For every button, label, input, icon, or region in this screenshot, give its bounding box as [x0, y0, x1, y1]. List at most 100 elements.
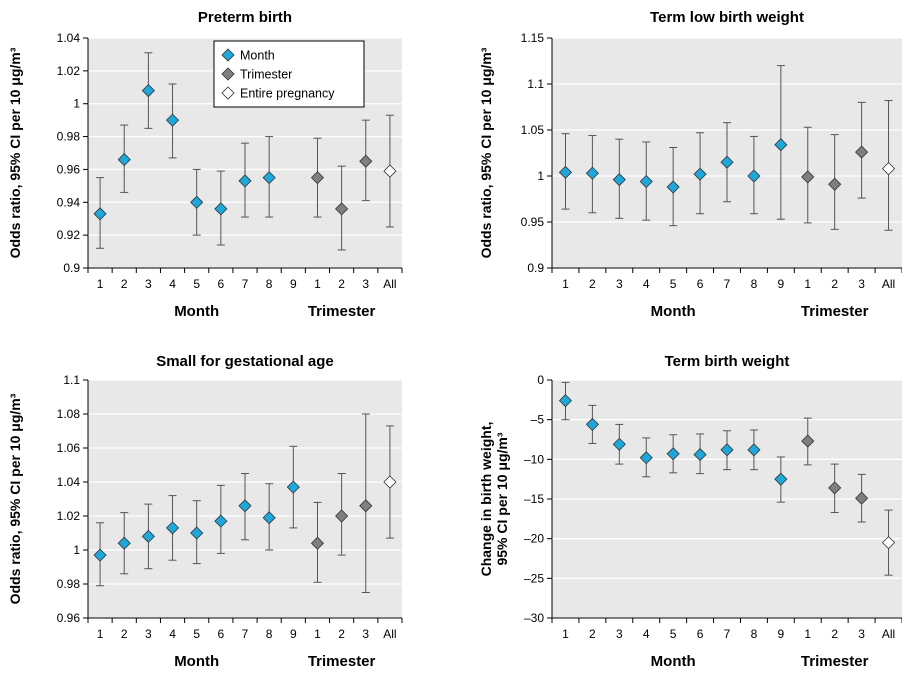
data-point-month — [747, 169, 761, 183]
data-point-month — [214, 202, 228, 216]
x-group-label-trimester: Trimester — [801, 303, 869, 320]
y-tick-label: 1.1 — [63, 373, 80, 387]
x-tick-label: 2 — [338, 277, 345, 291]
x-tick-label: 7 — [242, 627, 249, 641]
x-tick-label: 3 — [145, 277, 152, 291]
y-tick-label: 1.04 — [57, 475, 81, 489]
x-tick-label: 4 — [643, 627, 650, 641]
y-axis-label: Odds ratio, 95% CI per 10 μg/m³ — [478, 47, 494, 258]
data-point-month — [214, 514, 228, 528]
data-point-month — [666, 180, 680, 194]
legend-box — [213, 40, 365, 108]
chart-title: Term low birth weight — [650, 9, 804, 26]
x-tick-label: 2 — [831, 627, 838, 641]
data-point-trimester — [855, 491, 869, 505]
data-point-month — [612, 173, 626, 187]
x-tick-label: 9 — [290, 627, 297, 641]
data-point-trimester — [828, 177, 842, 191]
y-tick-label: –15 — [524, 492, 544, 506]
x-tick-label: 2 — [121, 277, 128, 291]
y-tick-label: 1 — [537, 169, 544, 183]
data-point-trimester — [310, 536, 325, 550]
data-point-month — [720, 443, 734, 457]
legend-marker-entire-pregnancy — [221, 86, 235, 100]
y-tick-label: 0.9 — [527, 261, 544, 275]
x-group-label-month: Month — [174, 653, 219, 670]
chart-title: Preterm birth — [198, 9, 292, 26]
x-tick-label: 2 — [338, 627, 345, 641]
data-point-month — [585, 417, 599, 431]
x-group-label-month: Month — [651, 303, 696, 320]
x-tick-label: 3 — [616, 627, 623, 641]
data-point-trimester — [359, 154, 373, 168]
data-point-month — [639, 451, 653, 465]
x-tick-label: 7 — [724, 277, 731, 291]
y-tick-label: 1.1 — [527, 77, 544, 91]
x-tick-label: 2 — [831, 277, 838, 291]
data-point-entire-pregnancy — [383, 164, 397, 178]
data-point-month — [165, 113, 180, 127]
x-tick-label: 6 — [697, 277, 704, 291]
data-point-month — [585, 166, 599, 180]
y-tick-label: 1 — [73, 97, 80, 111]
chart-panel-term-birth-weight: –30 –25 –20 –15 –10 –5 0 1 2 3 4 5 6 7 8 9 1 2 3 All Month Tr… — [478, 353, 902, 670]
x-tick-label: 6 — [218, 277, 225, 291]
y-tick-label: 0.96 — [57, 611, 81, 625]
data-point-entire-pregnancy — [881, 162, 896, 176]
x-tick-label: 5 — [670, 627, 677, 641]
y-tick-label: –25 — [524, 571, 544, 585]
data-point-entire-pregnancy — [383, 475, 397, 489]
x-tick-label: 6 — [697, 627, 704, 641]
y-axis-label: Change in birth weight, — [478, 422, 494, 577]
x-tick-label: 6 — [218, 627, 225, 641]
x-tick-label: 1 — [314, 627, 321, 641]
data-point-month — [141, 84, 155, 98]
data-point-trimester — [828, 481, 842, 495]
chart-title: Term birth weight — [665, 353, 790, 370]
y-axis-label: 95% CI per 10 μg/m³ — [494, 432, 510, 565]
x-tick-label: All — [882, 277, 895, 291]
data-point-month — [612, 437, 626, 451]
x-tick-label: 3 — [858, 277, 865, 291]
data-point-month — [774, 138, 788, 152]
x-tick-label: 4 — [169, 627, 176, 641]
y-tick-label: –5 — [531, 413, 545, 427]
x-tick-label: 1 — [804, 277, 811, 291]
data-point-month — [93, 548, 107, 562]
legend-marker-month — [221, 48, 235, 62]
data-point-trimester — [801, 170, 815, 184]
data-point-month — [93, 207, 107, 221]
data-point-month — [262, 171, 276, 185]
data-point-month — [165, 521, 180, 535]
x-tick-label: 3 — [362, 277, 369, 291]
x-tick-label: All — [383, 627, 396, 641]
x-tick-label: 5 — [193, 277, 200, 291]
data-point-month — [666, 447, 680, 461]
x-tick-label: 4 — [643, 277, 650, 291]
data-point-trimester — [855, 145, 869, 159]
data-point-month — [117, 536, 131, 550]
x-tick-label: 9 — [778, 627, 785, 641]
data-point-month — [286, 480, 300, 494]
data-point-month — [117, 153, 131, 167]
data-point-month — [238, 499, 252, 513]
y-tick-label: 0.9 — [63, 261, 80, 275]
x-tick-label: 2 — [121, 627, 128, 641]
x-group-label-trimester: Trimester — [308, 303, 376, 320]
x-tick-label: 8 — [751, 627, 758, 641]
x-tick-label: 2 — [589, 277, 596, 291]
x-tick-label: 8 — [266, 627, 273, 641]
y-tick-label: 0.94 — [57, 195, 81, 209]
data-point-month — [190, 526, 204, 540]
y-tick-label: 0.95 — [521, 215, 545, 229]
x-tick-label: 3 — [858, 627, 865, 641]
data-point-month — [747, 443, 761, 457]
x-tick-label: 4 — [169, 277, 176, 291]
y-tick-label: –20 — [524, 532, 544, 546]
x-tick-label: 3 — [616, 277, 623, 291]
y-tick-label: 1.02 — [57, 509, 81, 523]
chart-panel-term-low-birth-weight: 0.9 0.95 1 1.05 1.1 1.15 1 2 3 4 5 6 7 8 9 1 2 3 All Month T… — [478, 9, 902, 320]
x-tick-label: 1 — [97, 277, 104, 291]
